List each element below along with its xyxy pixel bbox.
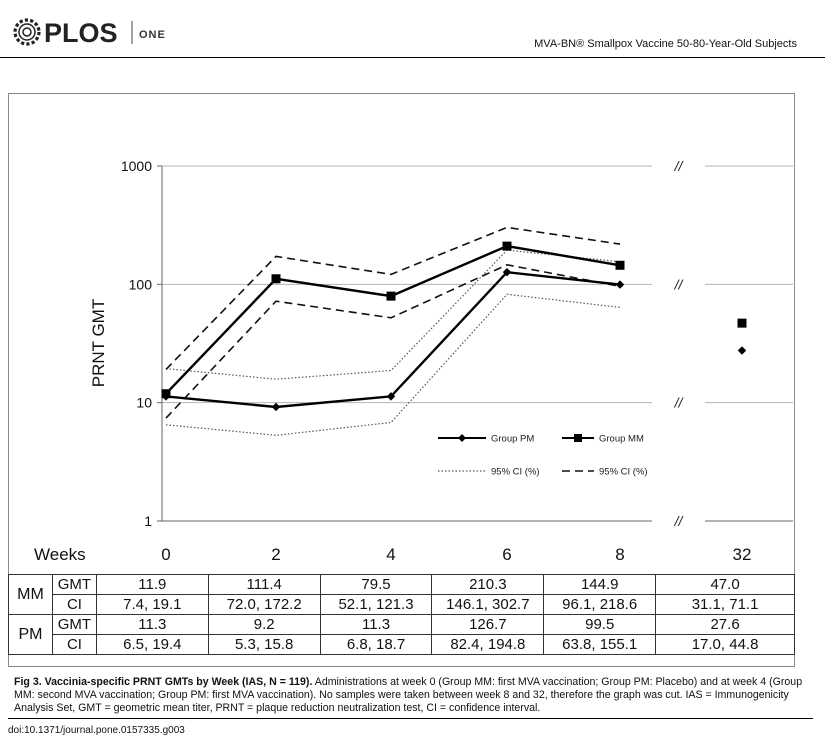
logo-text: PLOS: [44, 18, 118, 48]
table-row: MM GMT 11.9 111.4 79.5 210.3 144.9 47.0: [8, 574, 795, 615]
ci-pm-lower-line: [165, 293, 621, 436]
table-value-cell: 9.2: [207, 614, 321, 635]
group-mm-point: [386, 291, 396, 301]
table-value-cell: 52.1, 121.3: [319, 594, 433, 615]
table-metric-cell: CI: [51, 634, 97, 655]
gmt-data-table: MM GMT 11.9 111.4 79.5 210.3 144.9 47.0 CI 7.4, 1…: [8, 574, 795, 655]
table-value-cell: 63.8, 155.1: [543, 634, 657, 655]
running-head: MVA-BN® Smallpox Vaccine 50-80-Year-Old …: [534, 38, 797, 50]
table-value-cell: 96.1, 218.6: [543, 594, 657, 615]
table-value-cell: 47.0: [655, 574, 795, 595]
y-tick-label: 10: [136, 395, 152, 411]
table-value-cell: 210.3: [431, 574, 545, 595]
legend-label: 95% CI (%): [491, 467, 540, 478]
ci-pm-upper-line: [165, 249, 621, 380]
ci-mm-lower-line: [165, 263, 621, 419]
x-tick-label: 32: [733, 545, 752, 564]
figure-frame: [8, 93, 795, 667]
table-value-cell: 17.0, 44.8: [655, 634, 795, 655]
group-pm-point: [737, 346, 747, 355]
prnt-gmt-chart: 1 // 10 // 100 // 1000 // PRNT GMT Weeks 0 2 4 6 8 32 G…: [34, 158, 793, 564]
x-tick-label: 4: [386, 545, 395, 564]
table-row: PM GMT 11.3 9.2 11.3 126.7 99.5 27.6: [8, 614, 795, 655]
group-pm-point: [502, 267, 512, 277]
axis-break-mark: //: [674, 395, 685, 411]
y-axis-label: PRNT GMT: [89, 299, 108, 387]
table-row: CI 6.5, 19.4 5.3, 15.8 6.8, 18.7 82.4, 194.8…: [9, 634, 795, 655]
table-value-cell: 82.4, 194.8: [431, 634, 545, 655]
x-tick-label: 8: [615, 545, 624, 564]
axis-break-mark: //: [674, 513, 685, 529]
caption-text: Administrations at week 0 (Group MM: fir…: [14, 676, 803, 714]
chart-series: [165, 226, 621, 436]
group-mm-point: [502, 241, 512, 251]
group-mm-point: [737, 318, 747, 328]
y-tick-label: 1000: [121, 158, 152, 174]
y-tick-label: 1: [144, 513, 152, 529]
table-value-cell: 144.9: [543, 574, 657, 595]
figure-caption: Fig 3. Vaccinia-specific PRNT GMTs by We…: [14, 676, 810, 715]
group-pm-point: [161, 392, 171, 401]
table-value-cell: 79.5: [319, 574, 433, 595]
ci-mm-upper-line: [165, 226, 621, 370]
table-value-cell: 111.4: [207, 574, 321, 595]
table-value-cell: 11.3: [95, 614, 209, 635]
table-value-cell: 11.3: [319, 614, 433, 635]
table-value-cell: 31.1, 71.1: [655, 594, 795, 615]
table-value-cell: 72.0, 172.2: [207, 594, 321, 615]
y-tick-label: 100: [129, 276, 153, 292]
table-row: CI 7.4, 19.1 72.0, 172.2 52.1, 121.3 146.1, …: [9, 594, 795, 615]
axis-break-mark: //: [674, 276, 685, 292]
x-axis-label: Weeks: [34, 545, 86, 564]
logo-sub: ONE: [139, 29, 166, 41]
group-pm-point: [271, 402, 281, 412]
group-mm-point: [615, 260, 625, 270]
table-value-cell: 6.8, 18.7: [319, 634, 433, 655]
table-value-cell: 146.1, 302.7: [431, 594, 545, 615]
doi-line: doi:10.1371/journal.pone.0157335.g003: [8, 725, 185, 736]
caption-rule: [8, 718, 813, 719]
plos-logo: PLOS ONE: [13, 18, 166, 48]
table-group-cell: PM: [8, 614, 53, 655]
table-metric-cell: CI: [51, 594, 97, 615]
group-pm-point: [615, 280, 625, 289]
table-value-cell: 126.7: [431, 614, 545, 635]
table-value-cell: 6.5, 19.4: [95, 634, 209, 655]
axis-break-mark: //: [674, 158, 685, 174]
x-tick-label: 6: [502, 545, 511, 564]
header-rule: [0, 57, 825, 58]
x-tick-label: 2: [271, 545, 280, 564]
table-value-cell: 27.6: [655, 614, 795, 635]
group-mm-point: [271, 274, 281, 284]
chart-axes: [157, 165, 793, 522]
table-group-cell: MM: [8, 574, 53, 615]
caption-label: Fig 3. Vaccinia-specific PRNT GMTs by We…: [14, 676, 313, 688]
legend-label: Group MM: [599, 434, 644, 445]
chart-gridlines: [162, 165, 793, 404]
legend-label: Group PM: [491, 434, 534, 445]
group-pm-point: [386, 392, 396, 401]
table-metric-cell: GMT: [51, 614, 97, 635]
chart-markers: [161, 241, 747, 412]
table-value-cell: 11.9: [95, 574, 209, 595]
legend-mm-marker: [574, 434, 582, 442]
chart-legend: Group PM Group MM 95% CI (%) 95% CI (%): [438, 434, 648, 478]
table-value-cell: 99.5: [543, 614, 657, 635]
table-value-cell: 7.4, 19.1: [95, 594, 209, 615]
plos-gear-icon: [13, 18, 41, 46]
legend-label: 95% CI (%): [599, 467, 648, 478]
group-mm-line: [165, 244, 621, 395]
chart-labels: 1 // 10 // 100 // 1000 // PRNT GMT Weeks 0 2 4 6 8 32: [34, 158, 751, 564]
x-tick-label: 0: [161, 545, 170, 564]
table-metric-cell: GMT: [51, 574, 97, 595]
legend-pm-marker: [458, 434, 466, 442]
table-value-cell: 5.3, 15.8: [207, 634, 321, 655]
